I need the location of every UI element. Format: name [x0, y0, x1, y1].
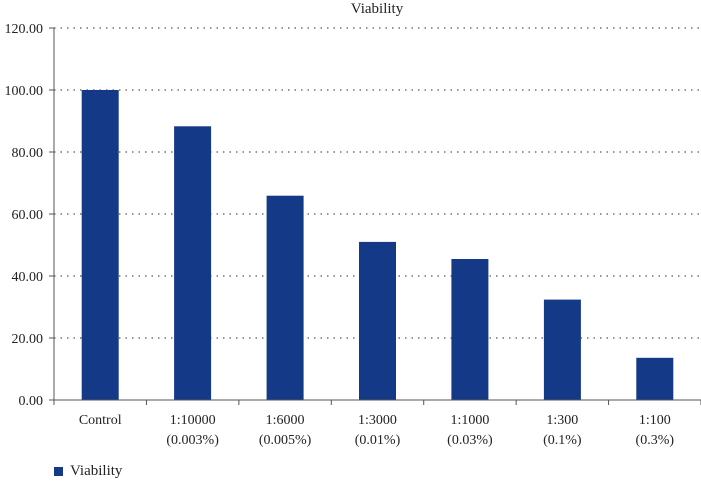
- bar: [174, 126, 212, 401]
- y-tick-label: 40.00: [12, 270, 44, 285]
- y-tick-label: 0.00: [19, 394, 44, 409]
- x-tick-label: 1:1000 (0.03%): [447, 413, 493, 448]
- bar: [636, 357, 674, 400]
- y-axis: 0.00 20.00 40.00 60.00 80.00 100.00 120.00: [5, 22, 55, 409]
- chart-title: Viability: [351, 1, 404, 17]
- x-tick-label: 1:300 (0.1%): [543, 413, 582, 448]
- bar: [451, 259, 489, 400]
- bars: [81, 90, 674, 401]
- x-tick-label: 1:6000 (0.005%): [259, 413, 312, 448]
- x-axis: Control 1:10000 (0.003%) 1:6000 (0.005%) 1:30…: [53, 399, 701, 448]
- legend: Viability: [54, 463, 122, 479]
- x-tick-label: 1:10000 (0.003%): [166, 413, 219, 448]
- y-tick-label: 120.00: [5, 22, 44, 37]
- x-tick-label: Control: [79, 413, 122, 428]
- y-tick-label: 80.00: [12, 146, 44, 161]
- legend-swatch: [54, 466, 63, 476]
- bar: [266, 195, 304, 400]
- bar: [543, 299, 581, 400]
- y-tick-label: 60.00: [12, 208, 44, 223]
- y-tick-label: 100.00: [5, 84, 44, 99]
- legend-label: Viability: [70, 462, 123, 479]
- x-tick-label: 1:3000 (0.01%): [355, 413, 401, 448]
- bar: [81, 90, 119, 400]
- x-tick-label: 1:100 (0.3%): [636, 413, 675, 448]
- y-tick-label: 20.00: [12, 332, 44, 347]
- bar: [359, 241, 396, 400]
